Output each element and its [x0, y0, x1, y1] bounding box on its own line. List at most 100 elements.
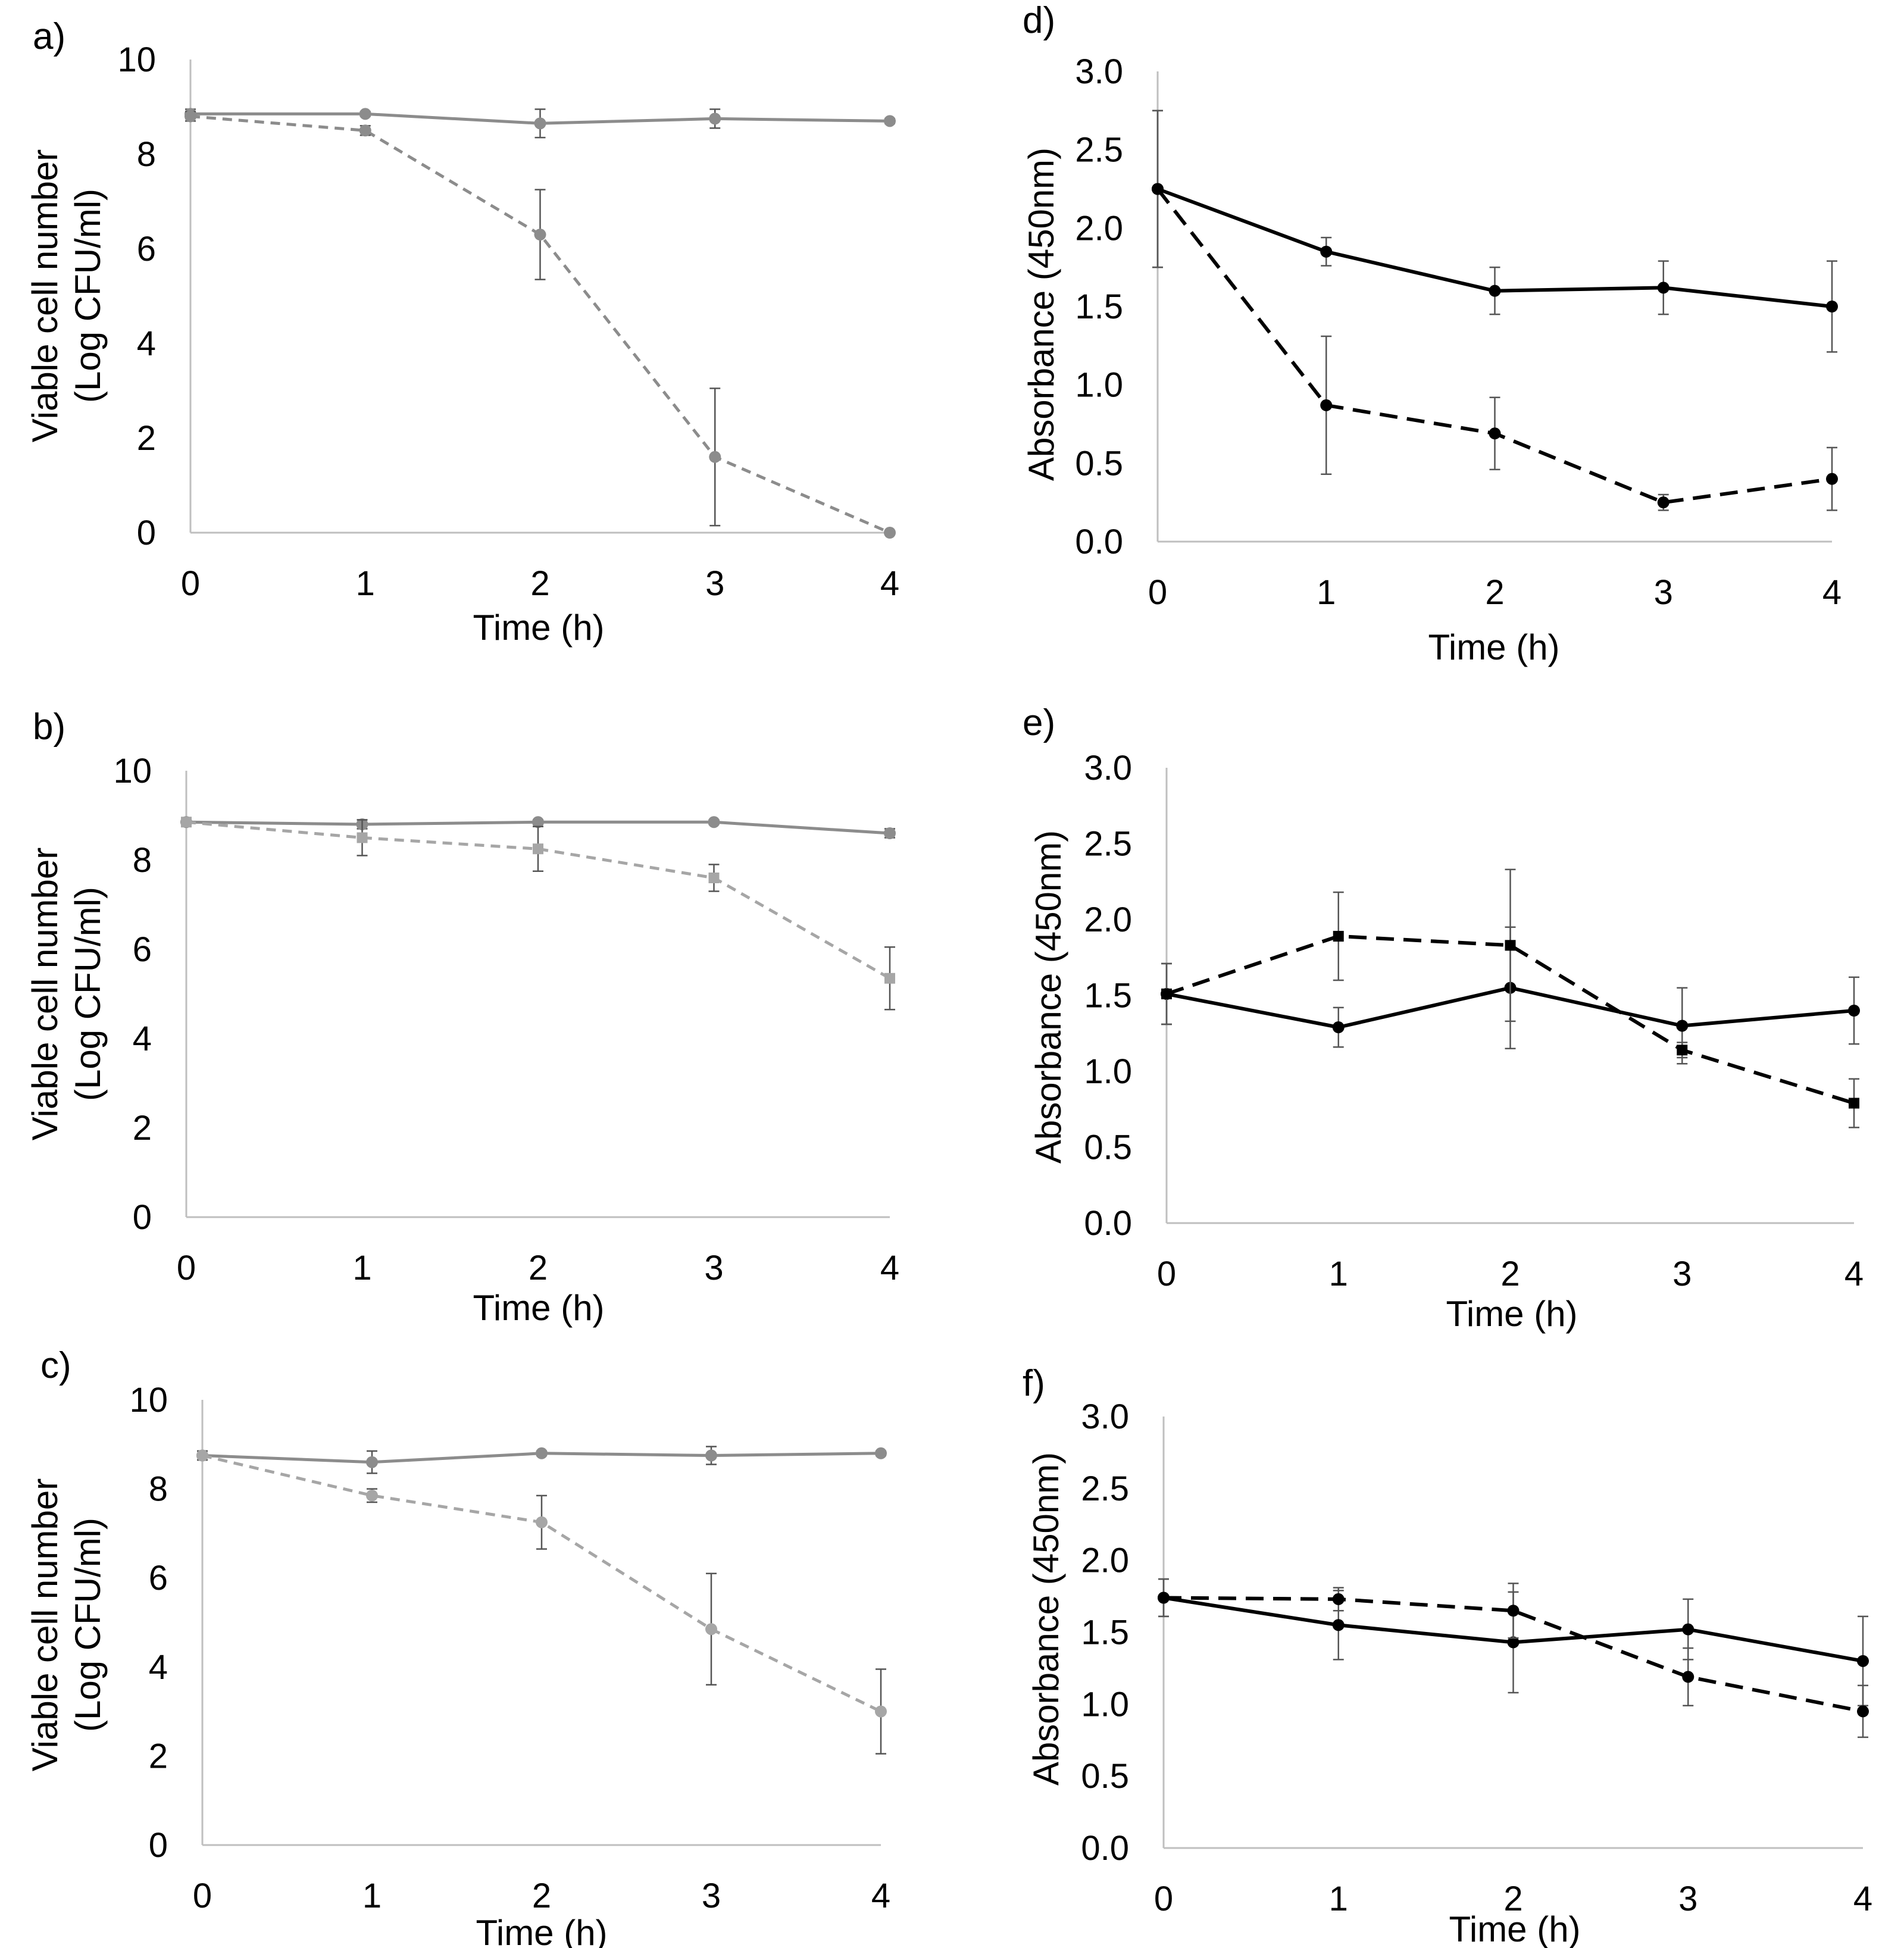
x-tick-label: 0 — [181, 564, 200, 603]
x-tick-label: 2 — [1500, 1255, 1520, 1293]
y-tick-label: 4 — [149, 1648, 168, 1687]
y-tick-label: 6 — [137, 230, 156, 268]
data-point — [1507, 1605, 1520, 1617]
x-tick-label: 4 — [1853, 1880, 1872, 1918]
y-tick-label: 0 — [133, 1198, 152, 1237]
y-tick-label: 1.5 — [1081, 1614, 1129, 1652]
data-point — [534, 117, 546, 130]
x-tick-label: 4 — [880, 564, 899, 603]
data-point — [359, 124, 371, 137]
x-axis-title-b: Time (h) — [473, 1288, 604, 1328]
y-tick-label: 2.5 — [1084, 825, 1132, 864]
data-point — [1657, 282, 1669, 294]
data-point — [1333, 931, 1344, 942]
data-point — [366, 1489, 378, 1502]
x-tick-label: 3 — [1654, 573, 1673, 612]
x-axis-title-c: Time (h) — [476, 1913, 607, 1948]
y-tick-label: 4 — [137, 324, 156, 363]
y-tick-label: 8 — [149, 1470, 168, 1509]
data-point — [1332, 1593, 1345, 1605]
data-point — [1682, 1623, 1694, 1636]
y-tick-label: 2.0 — [1084, 900, 1132, 939]
data-point — [1682, 1671, 1694, 1683]
data-point — [1849, 1097, 1859, 1109]
panel-label-e: e) — [1023, 702, 1055, 743]
y-tick-label: 8 — [137, 135, 156, 174]
x-tick-label: 3 — [702, 1877, 721, 1915]
x-axis-title-e: Time (h) — [1446, 1294, 1577, 1334]
data-point — [875, 1705, 887, 1718]
panel-label-d: d) — [1023, 0, 1055, 41]
y-tick-label: 3.0 — [1084, 749, 1132, 787]
y-tick-label: 3.0 — [1081, 1397, 1129, 1436]
data-point — [532, 816, 544, 828]
x-tick-label: 4 — [880, 1249, 899, 1287]
y-axis-subtitle-a: (Log CFU/ml) — [68, 189, 108, 403]
data-point — [1857, 1655, 1869, 1667]
data-point — [185, 110, 196, 123]
y-tick-label: 0.5 — [1084, 1128, 1132, 1167]
y-tick-label: 10 — [113, 752, 152, 790]
y-axis-title-e: Absorbance (450nm) — [1028, 830, 1068, 1164]
plot-area-e — [1161, 868, 1860, 1128]
y-axis-title-d: Absorbance (450nm) — [1021, 148, 1061, 481]
y-tick-label: 2.5 — [1075, 131, 1123, 170]
data-point — [357, 832, 368, 843]
data-point — [536, 1516, 548, 1528]
y-tick-label: 2.0 — [1075, 209, 1123, 248]
series-line-dashed — [1163, 1596, 1864, 1714]
x-tick-label: 1 — [362, 1877, 382, 1915]
data-point — [1848, 1005, 1860, 1017]
panel-label-c: c) — [40, 1345, 71, 1386]
series-line-dashed — [186, 820, 891, 980]
x-tick-label: 1 — [356, 564, 375, 603]
data-point — [1857, 1705, 1869, 1718]
data-point — [366, 1456, 378, 1468]
plot-area-c — [196, 1446, 887, 1755]
data-point — [181, 817, 192, 828]
x-tick-label: 0 — [1148, 573, 1167, 612]
plot-area-a — [185, 108, 896, 539]
data-point — [884, 115, 896, 127]
y-tick-label: 6 — [149, 1559, 168, 1597]
panel-e: e) Absorbance (450nm) Time (h) 0.0 0.5 1.0… — [1023, 702, 1864, 1334]
data-point — [1489, 284, 1501, 297]
y-tick-label: 0.0 — [1081, 1829, 1129, 1868]
data-point — [1677, 1045, 1688, 1056]
x-tick-label: 1 — [1329, 1255, 1348, 1293]
x-axis-title-f: Time (h) — [1449, 1909, 1580, 1948]
ticks-d: 0.0 0.5 1.0 1.5 2.0 2.5 3.0 0 1 2 3 4 — [1075, 52, 1842, 612]
data-point — [709, 112, 721, 125]
ticks-e: 0.0 0.5 1.0 1.5 2.0 2.5 3.0 0 1 2 3 4 — [1084, 749, 1864, 1293]
ticks-f: 0.0 0.5 1.0 1.5 2.0 2.5 3.0 0 1 2 3 4 — [1081, 1397, 1872, 1918]
y-tick-label: 2 — [149, 1737, 168, 1775]
panel-label-f: f) — [1023, 1363, 1045, 1404]
y-tick-label: 4 — [133, 1020, 152, 1058]
data-point — [536, 1447, 548, 1459]
x-tick-label: 0 — [1154, 1880, 1173, 1918]
y-tick-label: 0 — [137, 514, 156, 552]
data-point — [875, 1447, 887, 1459]
y-tick-label: 1.5 — [1075, 287, 1123, 326]
x-tick-label: 2 — [1503, 1880, 1522, 1918]
x-tick-label: 2 — [1485, 573, 1504, 612]
data-point — [534, 229, 546, 241]
y-tick-label: 0.5 — [1075, 444, 1123, 483]
x-tick-label: 4 — [1822, 573, 1842, 612]
x-tick-label: 0 — [1157, 1255, 1176, 1293]
y-tick-label: 10 — [117, 40, 156, 79]
y-tick-label: 0.5 — [1081, 1757, 1129, 1796]
data-point — [1489, 427, 1501, 440]
y-tick-label: 6 — [133, 930, 152, 969]
y-tick-label: 2.0 — [1081, 1541, 1129, 1580]
x-tick-label: 1 — [352, 1249, 371, 1287]
x-tick-label: 2 — [529, 1249, 548, 1287]
x-tick-label: 2 — [530, 564, 549, 603]
data-point — [1657, 496, 1669, 509]
panel-label-a: a) — [33, 16, 65, 57]
data-point — [1332, 1619, 1345, 1631]
x-tick-label: 3 — [705, 564, 724, 603]
panel-d: d) Absorbance (450nm) Time (h) 0.0 0.5 1.0… — [1021, 0, 1842, 667]
plot-area-b — [180, 816, 896, 1011]
